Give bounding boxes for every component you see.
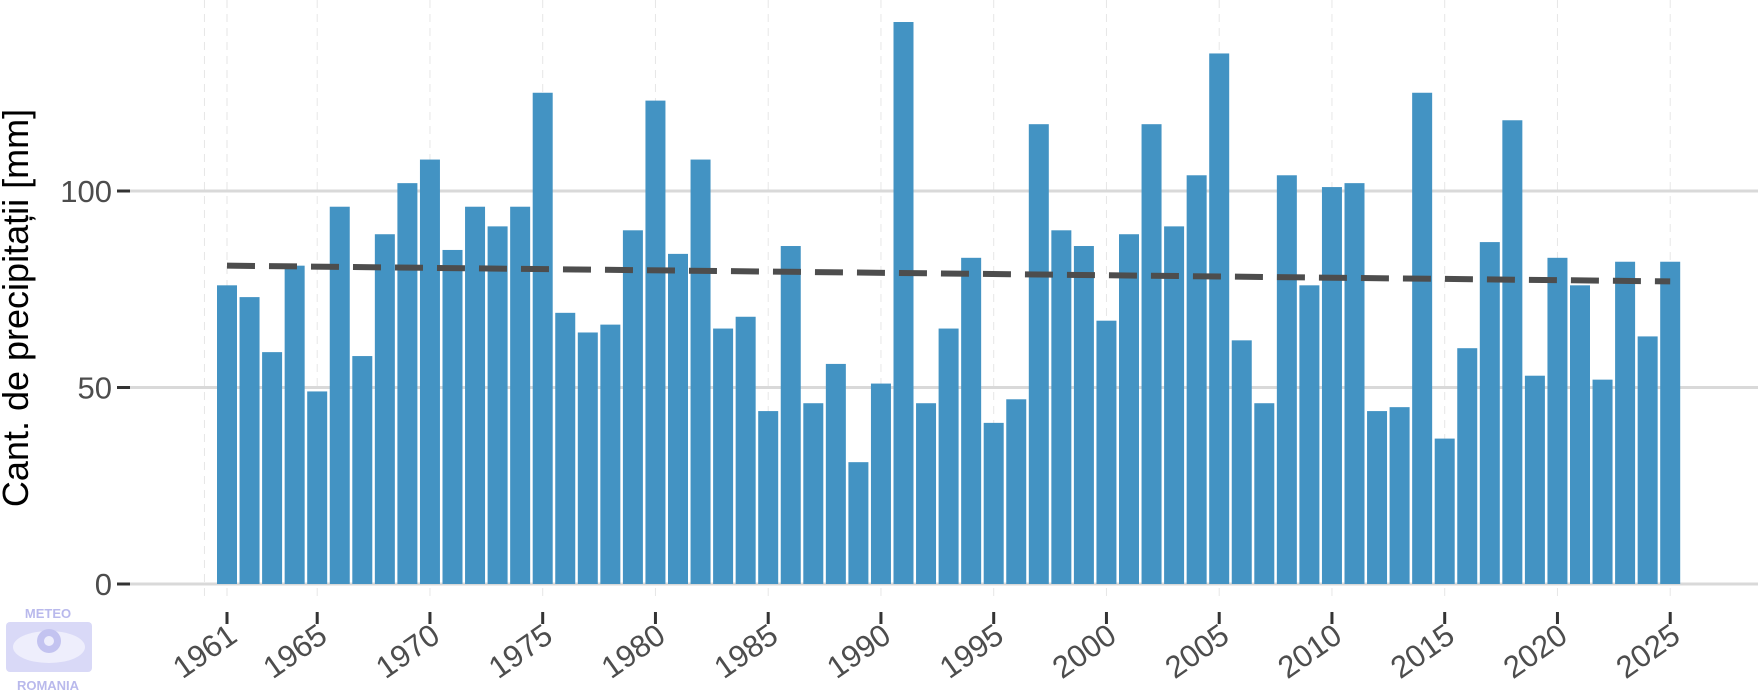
bar-1965 [307, 391, 328, 584]
bar-1973 [487, 226, 508, 584]
bar-1961 [217, 285, 237, 584]
bar-2013 [1389, 407, 1410, 584]
bar-1963 [262, 352, 283, 584]
bar-2015 [1434, 438, 1455, 584]
bar-2000 [1096, 320, 1117, 584]
bar-1992 [916, 403, 937, 584]
bar-1982 [690, 159, 711, 584]
bar-1984 [735, 316, 756, 584]
bar-1997 [1028, 124, 1049, 584]
bar-2021 [1570, 285, 1590, 584]
bar-1964 [284, 265, 305, 584]
bar-1981 [668, 253, 688, 584]
x-tick-label: 1970 [369, 617, 446, 685]
x-tick-label: 2000 [1046, 617, 1123, 685]
x-tick-label: 1965 [257, 617, 334, 685]
bar-1987 [803, 403, 824, 584]
x-tick-label: 1961 [166, 617, 243, 685]
x-tick-label: 2015 [1384, 617, 1461, 685]
bar-1975 [532, 92, 553, 584]
x-tick-label: 2010 [1271, 617, 1348, 685]
bar-2018 [1502, 120, 1523, 584]
bar-1972 [465, 206, 486, 584]
bar-2016 [1457, 348, 1478, 584]
bar-2019 [1524, 375, 1545, 584]
bar-1991 [893, 22, 914, 584]
bar-2002 [1141, 124, 1162, 584]
x-tick-label: 1975 [482, 617, 559, 685]
bar-2011 [1344, 183, 1365, 584]
bar-1994 [961, 257, 982, 584]
meteo-romania-logo: METEO ROMANIA [6, 606, 92, 693]
bar-1980 [645, 100, 666, 585]
bar-1993 [938, 328, 959, 584]
bar-2010 [1321, 187, 1342, 584]
bar-1968 [374, 234, 395, 585]
bar-2009 [1299, 285, 1320, 584]
bar-2025 [1660, 261, 1681, 584]
bar-1999 [1073, 246, 1094, 584]
bar-1974 [510, 206, 531, 584]
bar-2017 [1479, 242, 1500, 584]
bar-1962 [239, 297, 260, 584]
x-tick-label: 1980 [595, 617, 672, 685]
bar-1995 [983, 422, 1004, 584]
trend-line [226, 262, 1671, 285]
bar-1983 [713, 328, 734, 584]
y-tick-label: 0 [95, 567, 112, 602]
bar-2001 [1119, 234, 1139, 585]
x-tick-label: 2025 [1610, 617, 1687, 685]
bar-2024 [1637, 336, 1658, 584]
bar-1986 [780, 246, 801, 584]
bar-2006 [1231, 340, 1252, 584]
bar-1969 [397, 183, 418, 584]
x-tick-label: 1990 [820, 617, 897, 685]
bar-1990 [870, 383, 891, 584]
bar-2008 [1276, 175, 1297, 584]
bar-series [217, 22, 1681, 585]
bar-1978 [600, 324, 621, 584]
bar-1998 [1051, 230, 1072, 585]
bar-1966 [329, 206, 350, 584]
bar-1967 [352, 356, 373, 584]
bar-1996 [1006, 399, 1027, 584]
logo-bottom-text: ROMANIA [17, 678, 80, 693]
x-tick-label: 2005 [1159, 617, 1236, 685]
bar-1988 [825, 363, 846, 584]
bar-1979 [622, 230, 643, 585]
bar-1976 [555, 312, 576, 584]
logo-top-text: METEO [25, 606, 71, 621]
bar-2003 [1164, 226, 1185, 584]
bar-2004 [1186, 175, 1207, 584]
y-tick-label: 50 [78, 371, 112, 406]
bar-2005 [1209, 53, 1230, 584]
bar-1977 [577, 332, 598, 584]
trend-line-group [226, 262, 1671, 285]
bar-2023 [1615, 261, 1636, 584]
bar-1985 [758, 411, 779, 584]
bar-2014 [1412, 92, 1433, 584]
bar-1989 [848, 462, 869, 584]
bar-1970 [419, 159, 440, 584]
bar-2012 [1367, 411, 1388, 584]
x-tick-label: 2020 [1497, 617, 1574, 685]
bar-2007 [1254, 403, 1275, 584]
bar-1971 [442, 249, 463, 584]
y-axis-title: Cant. de precipitații [mm] [0, 109, 36, 507]
x-tick-label: 1995 [933, 617, 1010, 685]
logo-sun-center [44, 636, 54, 646]
bar-2022 [1592, 379, 1613, 584]
x-tick-label: 1985 [708, 617, 785, 685]
bar-2020 [1547, 257, 1568, 584]
y-tick-label: 100 [60, 174, 112, 209]
